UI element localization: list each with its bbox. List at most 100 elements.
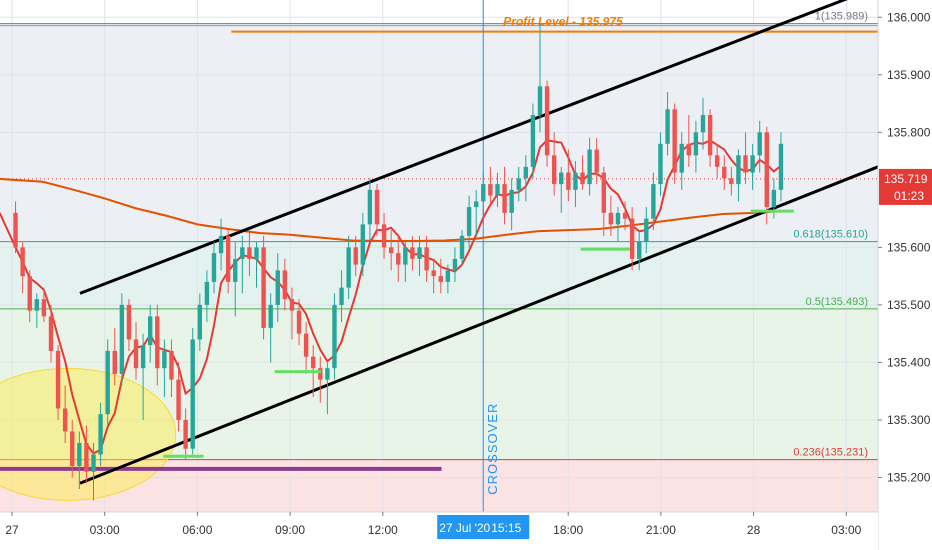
candle-body [722, 166, 727, 179]
candle [325, 362, 330, 415]
candle-body [275, 270, 280, 305]
candle [119, 293, 125, 386]
candle [417, 235, 422, 277]
price-axis-label: 135.200 [887, 470, 931, 484]
candle [424, 235, 429, 282]
candle-body [360, 224, 366, 265]
candle [140, 333, 146, 420]
candle [622, 201, 628, 231]
candle [225, 230, 231, 294]
candle-body [729, 178, 734, 185]
candle [573, 161, 578, 208]
candle [658, 132, 663, 196]
candle [339, 270, 344, 323]
candle-body [757, 132, 762, 156]
candle-body [679, 143, 684, 173]
candle [615, 207, 621, 242]
fib-level-label: 0.236(135.231) [793, 447, 868, 459]
candle [126, 299, 132, 351]
candle-body [388, 247, 394, 254]
candle-body [665, 109, 670, 144]
candle [289, 287, 295, 340]
time-axis-label: 06:00 [182, 523, 212, 537]
fib-level-label: 0.5(135.493) [806, 296, 868, 308]
candle [466, 195, 472, 248]
candle [537, 23, 543, 133]
current-price-value: 135.719 [884, 172, 928, 186]
candle [13, 201, 18, 254]
candle-body [714, 155, 720, 167]
candle [459, 230, 465, 265]
time-axis-label: 12:00 [368, 523, 398, 537]
candle [275, 253, 280, 323]
candle-body [367, 189, 373, 225]
candle-body [133, 339, 139, 369]
candle-body [233, 258, 238, 282]
candle [211, 241, 217, 294]
time-axis-label: 21:00 [646, 523, 676, 537]
candle [105, 339, 110, 426]
candle [240, 235, 245, 294]
candle [162, 339, 167, 397]
candle [488, 166, 493, 208]
candle [353, 235, 358, 277]
candle [346, 235, 351, 300]
candle [757, 120, 762, 173]
candle-body [410, 247, 415, 259]
candle [544, 80, 550, 167]
candle [403, 241, 408, 282]
candle [296, 299, 302, 346]
candle-body [218, 235, 224, 254]
candle-body [126, 304, 132, 340]
candle [637, 230, 642, 271]
candle-body [424, 247, 429, 271]
price-axis-label: 135.500 [887, 298, 931, 312]
candle-body [112, 350, 117, 374]
candle-body [325, 368, 330, 380]
candle [551, 132, 557, 196]
candle-body [601, 172, 606, 213]
candle-body [105, 350, 110, 415]
candle [523, 155, 529, 202]
channel-lower-line [79, 165, 879, 485]
candle [672, 103, 677, 185]
candle [374, 184, 380, 236]
candle-body [651, 184, 656, 219]
time-axis-label: 27 [5, 523, 19, 537]
candle-body [339, 287, 344, 305]
candle-body [353, 247, 358, 265]
candle [580, 155, 585, 190]
candle-body [481, 184, 486, 202]
candle-body [84, 442, 89, 472]
candle [77, 431, 82, 489]
candle [722, 155, 727, 190]
candle-body [247, 247, 252, 259]
candle [438, 258, 443, 294]
candle-body [551, 155, 557, 185]
candle [764, 126, 769, 225]
candle-body [459, 235, 465, 259]
candle-body [55, 350, 61, 409]
price-axis-label: 135.800 [887, 125, 931, 139]
time-axis-label: 18:00 [553, 523, 583, 537]
candle [148, 304, 153, 363]
time-axis-label: 03:00 [831, 523, 861, 537]
time-axis-label: 09:00 [275, 523, 305, 537]
fib-zone-0618-05 [0, 241, 878, 309]
candle-body [580, 172, 585, 185]
candle-body [119, 304, 125, 374]
candle [714, 143, 720, 179]
candle [247, 230, 252, 277]
candle-body [573, 172, 578, 190]
candle-body [587, 149, 592, 185]
candle [169, 339, 174, 397]
candle [34, 293, 40, 328]
candle [155, 304, 160, 386]
candle-body [381, 224, 387, 248]
candle [559, 166, 564, 213]
candle [452, 247, 458, 282]
candle [48, 304, 54, 363]
candle-body [707, 115, 713, 156]
